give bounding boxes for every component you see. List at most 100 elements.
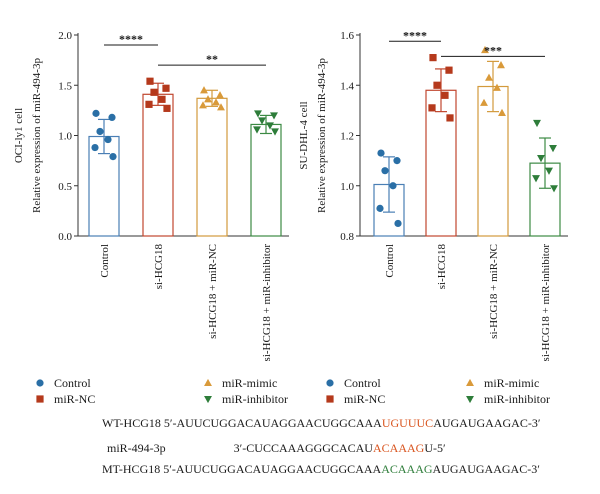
data-point — [394, 219, 402, 228]
sequence-wt-hcg18: WT-HCG18 5′-AUUCUGGACAUAGGAACUGGCAAAUGUU… — [102, 416, 540, 431]
data-point — [532, 175, 540, 183]
data-point — [389, 182, 397, 190]
legend-marker — [36, 395, 44, 403]
sequence-segment: MT-HCG18 5′-AUUCUGGACAUAGGAACUGGCAAA — [102, 462, 382, 476]
legend-marker — [466, 395, 474, 404]
category-label: Control — [384, 244, 396, 278]
y-tick-label: 1.5 — [58, 80, 72, 92]
chart-su-dhl-4: SU-DHL-4 cell Relative expression of miR-… — [298, 28, 568, 361]
y-axis-label-measure: Relative expression of miR-494-3p — [31, 58, 43, 213]
legend-label: miR-mimic — [484, 376, 539, 390]
data-point — [92, 109, 100, 117]
sequence-segment: miR-494-3p — [107, 441, 166, 455]
y-axis-label-cell: OCI-ly1 cell — [13, 108, 25, 163]
data-point — [480, 98, 488, 106]
category-label: si-HCG18 + miR-NC — [488, 244, 500, 339]
category-label: si-HCG18 — [153, 244, 165, 290]
data-point — [200, 86, 208, 94]
y-tick-label: 0.8 — [340, 231, 354, 243]
data-point — [498, 108, 506, 116]
data-point — [441, 91, 449, 99]
sequence-segment: ACAAAG — [372, 441, 425, 455]
legend-marker — [326, 395, 334, 403]
data-point — [533, 119, 541, 128]
category-label: si-HCG18 — [436, 244, 448, 290]
y-tick-label: 1.6 — [340, 30, 354, 42]
data-point — [377, 149, 385, 157]
bar — [250, 123, 282, 237]
significance-label: **** — [119, 32, 143, 46]
data-point — [163, 104, 171, 112]
legend-label: miR-mimic — [222, 376, 277, 390]
bar — [196, 97, 228, 237]
data-point — [145, 100, 153, 108]
data-point — [104, 135, 112, 144]
data-point — [381, 167, 389, 175]
data-point — [537, 155, 545, 163]
significance-label: *** — [484, 43, 502, 57]
legend-label: miR-inhibitor — [222, 392, 288, 406]
data-point — [254, 110, 262, 118]
sequence-segment: WT-HCG18 5′-AUUCUGGACAUAGGAACUGGCAAA — [102, 416, 382, 430]
y-tick-label: 1.0 — [340, 181, 354, 193]
sequence-segment: ACAAAG — [381, 462, 433, 476]
y-tick-label: 1.0 — [58, 131, 72, 143]
legend-marker — [204, 378, 212, 387]
data-point — [497, 61, 505, 69]
sequence-mir-494-3p: miR-494-3p 3′-CUCCAAAGGGCACAUACAAAGU-5′ — [107, 441, 446, 456]
data-point — [204, 95, 212, 103]
data-point — [266, 122, 274, 130]
sequence-segment: U-5′ — [424, 441, 446, 455]
legend-label: Control — [54, 376, 91, 390]
bar — [142, 93, 174, 237]
category-label: si-HCG18 + miR-inhibitor — [540, 244, 552, 362]
data-point — [445, 66, 453, 74]
legend-marker — [204, 395, 212, 404]
data-point — [545, 167, 553, 175]
data-point — [433, 81, 441, 89]
data-point — [108, 113, 116, 122]
legend-label: miR-inhibitor — [484, 392, 550, 406]
category-label: si-HCG18 + miR-inhibitor — [261, 244, 273, 362]
data-point — [150, 88, 158, 96]
legend-label: Control — [344, 376, 381, 390]
legend-label: miR-NC — [344, 392, 385, 406]
category-label: si-HCG18 + miR-NC — [207, 244, 219, 339]
sequence-segment: AUGAUGAAGAC-3′ — [433, 416, 541, 430]
data-point — [158, 95, 166, 103]
data-point — [217, 103, 225, 111]
y-tick-label: 2.0 — [58, 30, 72, 42]
category-label: Control — [99, 244, 111, 278]
y-axis-label-cell: SU-DHL-4 cell — [298, 101, 310, 169]
data-point — [146, 77, 154, 85]
y-tick-label: 0.5 — [58, 181, 72, 193]
data-point — [428, 104, 436, 112]
data-point — [485, 73, 493, 81]
data-point — [481, 45, 489, 54]
y-tick-label: 1.2 — [340, 131, 354, 143]
data-point — [549, 145, 557, 153]
y-tick-label: 1.4 — [340, 80, 354, 92]
y-axis-label-measure: Relative expression of miR-494-3p — [316, 58, 328, 213]
data-point — [109, 153, 117, 161]
sequence-mt-hcg18: MT-HCG18 5′-AUUCUGGACAUAGGAACUGGCAAAACAA… — [102, 462, 540, 477]
data-point — [212, 98, 220, 106]
legend-right: Control miR-mimic miR-NC miR-inhibitor — [326, 376, 550, 406]
legend-left: Control miR-mimic miR-NC miR-inhibitor — [36, 376, 288, 406]
legend-marker — [466, 378, 474, 387]
significance-label: **** — [403, 28, 427, 42]
sequence-segment: AUGAUGAAGAC-3′ — [432, 462, 540, 476]
data-point — [162, 84, 170, 92]
data-point — [91, 143, 99, 152]
data-point — [429, 54, 437, 62]
data-point — [393, 157, 401, 165]
data-point — [493, 83, 501, 91]
data-point — [253, 126, 261, 134]
data-point — [216, 91, 224, 99]
data-point — [550, 185, 558, 193]
data-point — [271, 128, 279, 136]
legend-marker — [326, 379, 334, 387]
y-tick-label: 0.0 — [58, 231, 72, 243]
legend-marker — [36, 379, 44, 387]
